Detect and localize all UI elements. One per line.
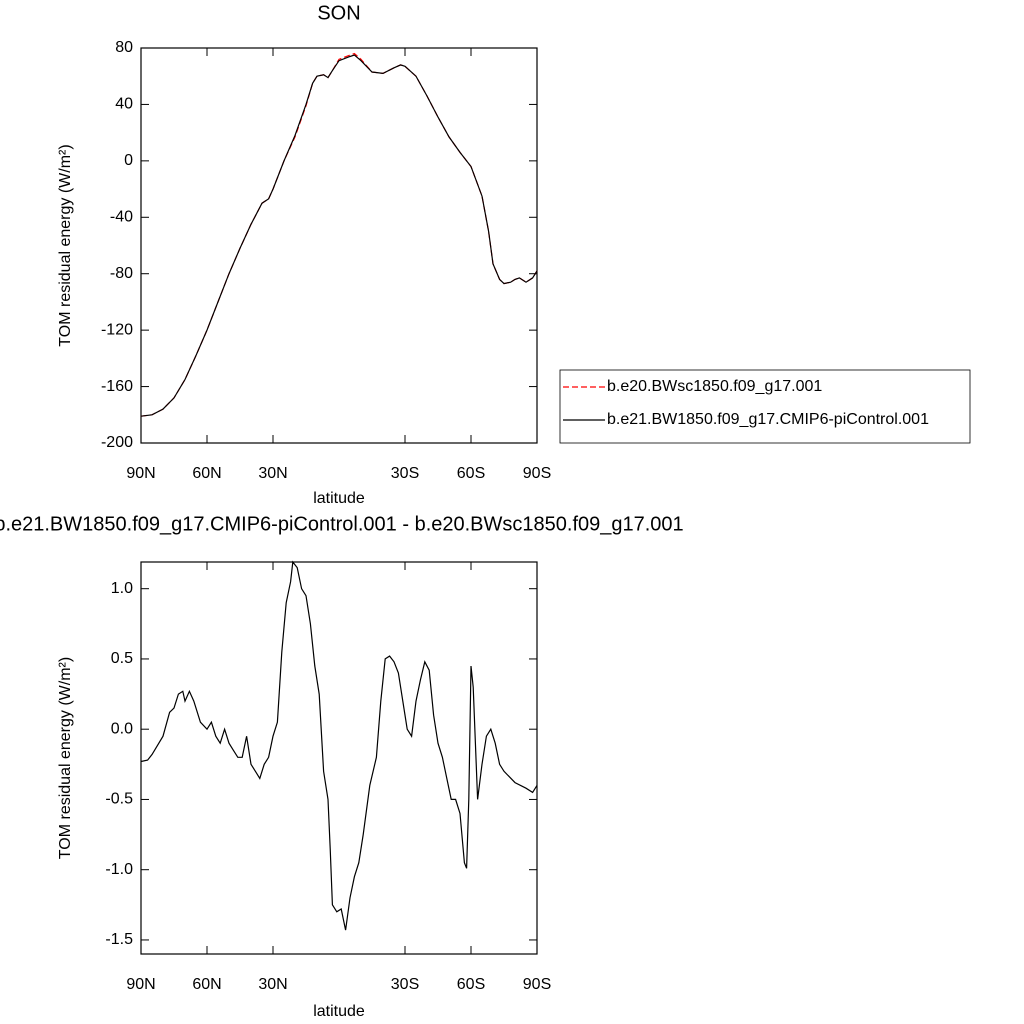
x-tick-label: 30N	[258, 976, 287, 993]
chart-title: SON	[317, 2, 360, 24]
y-axis-label: TOM residual energy (W/m²)	[57, 657, 74, 859]
x-tick-label: 90S	[523, 465, 551, 482]
x-tick-label: 90N	[126, 976, 155, 993]
y-tick-label: 0.5	[111, 650, 133, 667]
legend-label: b.e21.BW1850.f09_g17.CMIP6-piControl.001	[607, 411, 929, 428]
plot-frame	[140, 561, 538, 955]
y-axis-label: TOM residual energy (W/m²)	[57, 144, 74, 346]
y-tick-label: 1.0	[111, 580, 133, 597]
y-tick-label: 0	[124, 152, 133, 169]
y-tick-label: 0.0	[111, 720, 133, 737]
legend-box	[559, 369, 971, 444]
x-tick-label: 30S	[391, 976, 419, 993]
data-line	[140, 54, 538, 417]
y-tick-label: 40	[115, 96, 133, 113]
y-tick-label: -1.5	[105, 931, 133, 948]
x-axis-label: latitude	[313, 1003, 365, 1020]
y-tick-label: -160	[101, 378, 133, 395]
x-tick-label: 90N	[126, 465, 155, 482]
y-tick-label: -1.0	[105, 861, 133, 878]
x-axis-label: latitude	[313, 490, 365, 507]
data-line	[140, 560, 538, 931]
legend-label: b.e20.BWsc1850.f09_g17.001	[607, 378, 822, 395]
chart-title: b.e21.BW1850.f09_g17.CMIP6-piControl.001…	[0, 513, 684, 535]
x-tick-label: 30N	[258, 465, 287, 482]
x-tick-label: 60N	[192, 976, 221, 993]
x-tick-label: 60S	[457, 976, 485, 993]
y-tick-label: 80	[115, 39, 133, 56]
y-tick-label: -120	[101, 321, 133, 338]
x-tick-label: 30S	[391, 465, 419, 482]
y-tick-label: -40	[110, 209, 133, 226]
y-tick-label: -0.5	[105, 791, 133, 808]
y-tick-label: -200	[101, 434, 133, 451]
plot-frame	[140, 47, 538, 444]
x-tick-label: 90S	[523, 976, 551, 993]
x-tick-label: 60S	[457, 465, 485, 482]
y-tick-label: -80	[110, 265, 133, 282]
x-tick-label: 60N	[192, 465, 221, 482]
